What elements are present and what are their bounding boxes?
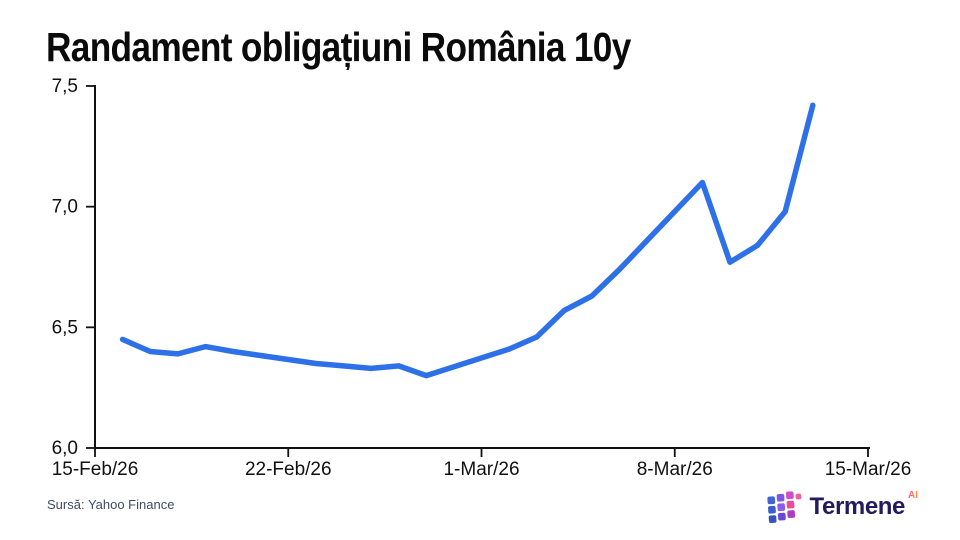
x-tick-label: 8-Mar/26 xyxy=(637,459,713,480)
x-tick-label: 1-Mar/26 xyxy=(443,459,519,480)
termene-logo[interactable]: Termene AI xyxy=(766,490,918,524)
y-tick-label: 6,5 xyxy=(52,317,78,338)
y-tick-label: 7,5 xyxy=(52,76,78,97)
page-title: Randament obligațiuni România 10y xyxy=(46,24,631,70)
termene-ai-superscript: AI xyxy=(908,490,918,501)
y-tick-label: 7,0 xyxy=(52,197,78,218)
chart-axes xyxy=(86,85,870,457)
source-note: Sursă: Yahoo Finance xyxy=(47,497,175,512)
x-tick-label: 15-Feb/26 xyxy=(52,459,139,480)
termene-cube-icon xyxy=(766,491,801,524)
x-tick-label: 15-Mar/26 xyxy=(825,459,912,480)
termene-wordmark: Termene xyxy=(809,493,906,520)
x-tick-label: 22-Feb/26 xyxy=(245,459,332,480)
chart-tick-labels: 7,5 7,0 6,5 6,015-Feb/26 22-Feb/26 1-Mar/26 8-… xyxy=(52,76,912,480)
yield-line-series xyxy=(119,102,816,379)
y-tick-label: 6,0 xyxy=(52,438,78,459)
